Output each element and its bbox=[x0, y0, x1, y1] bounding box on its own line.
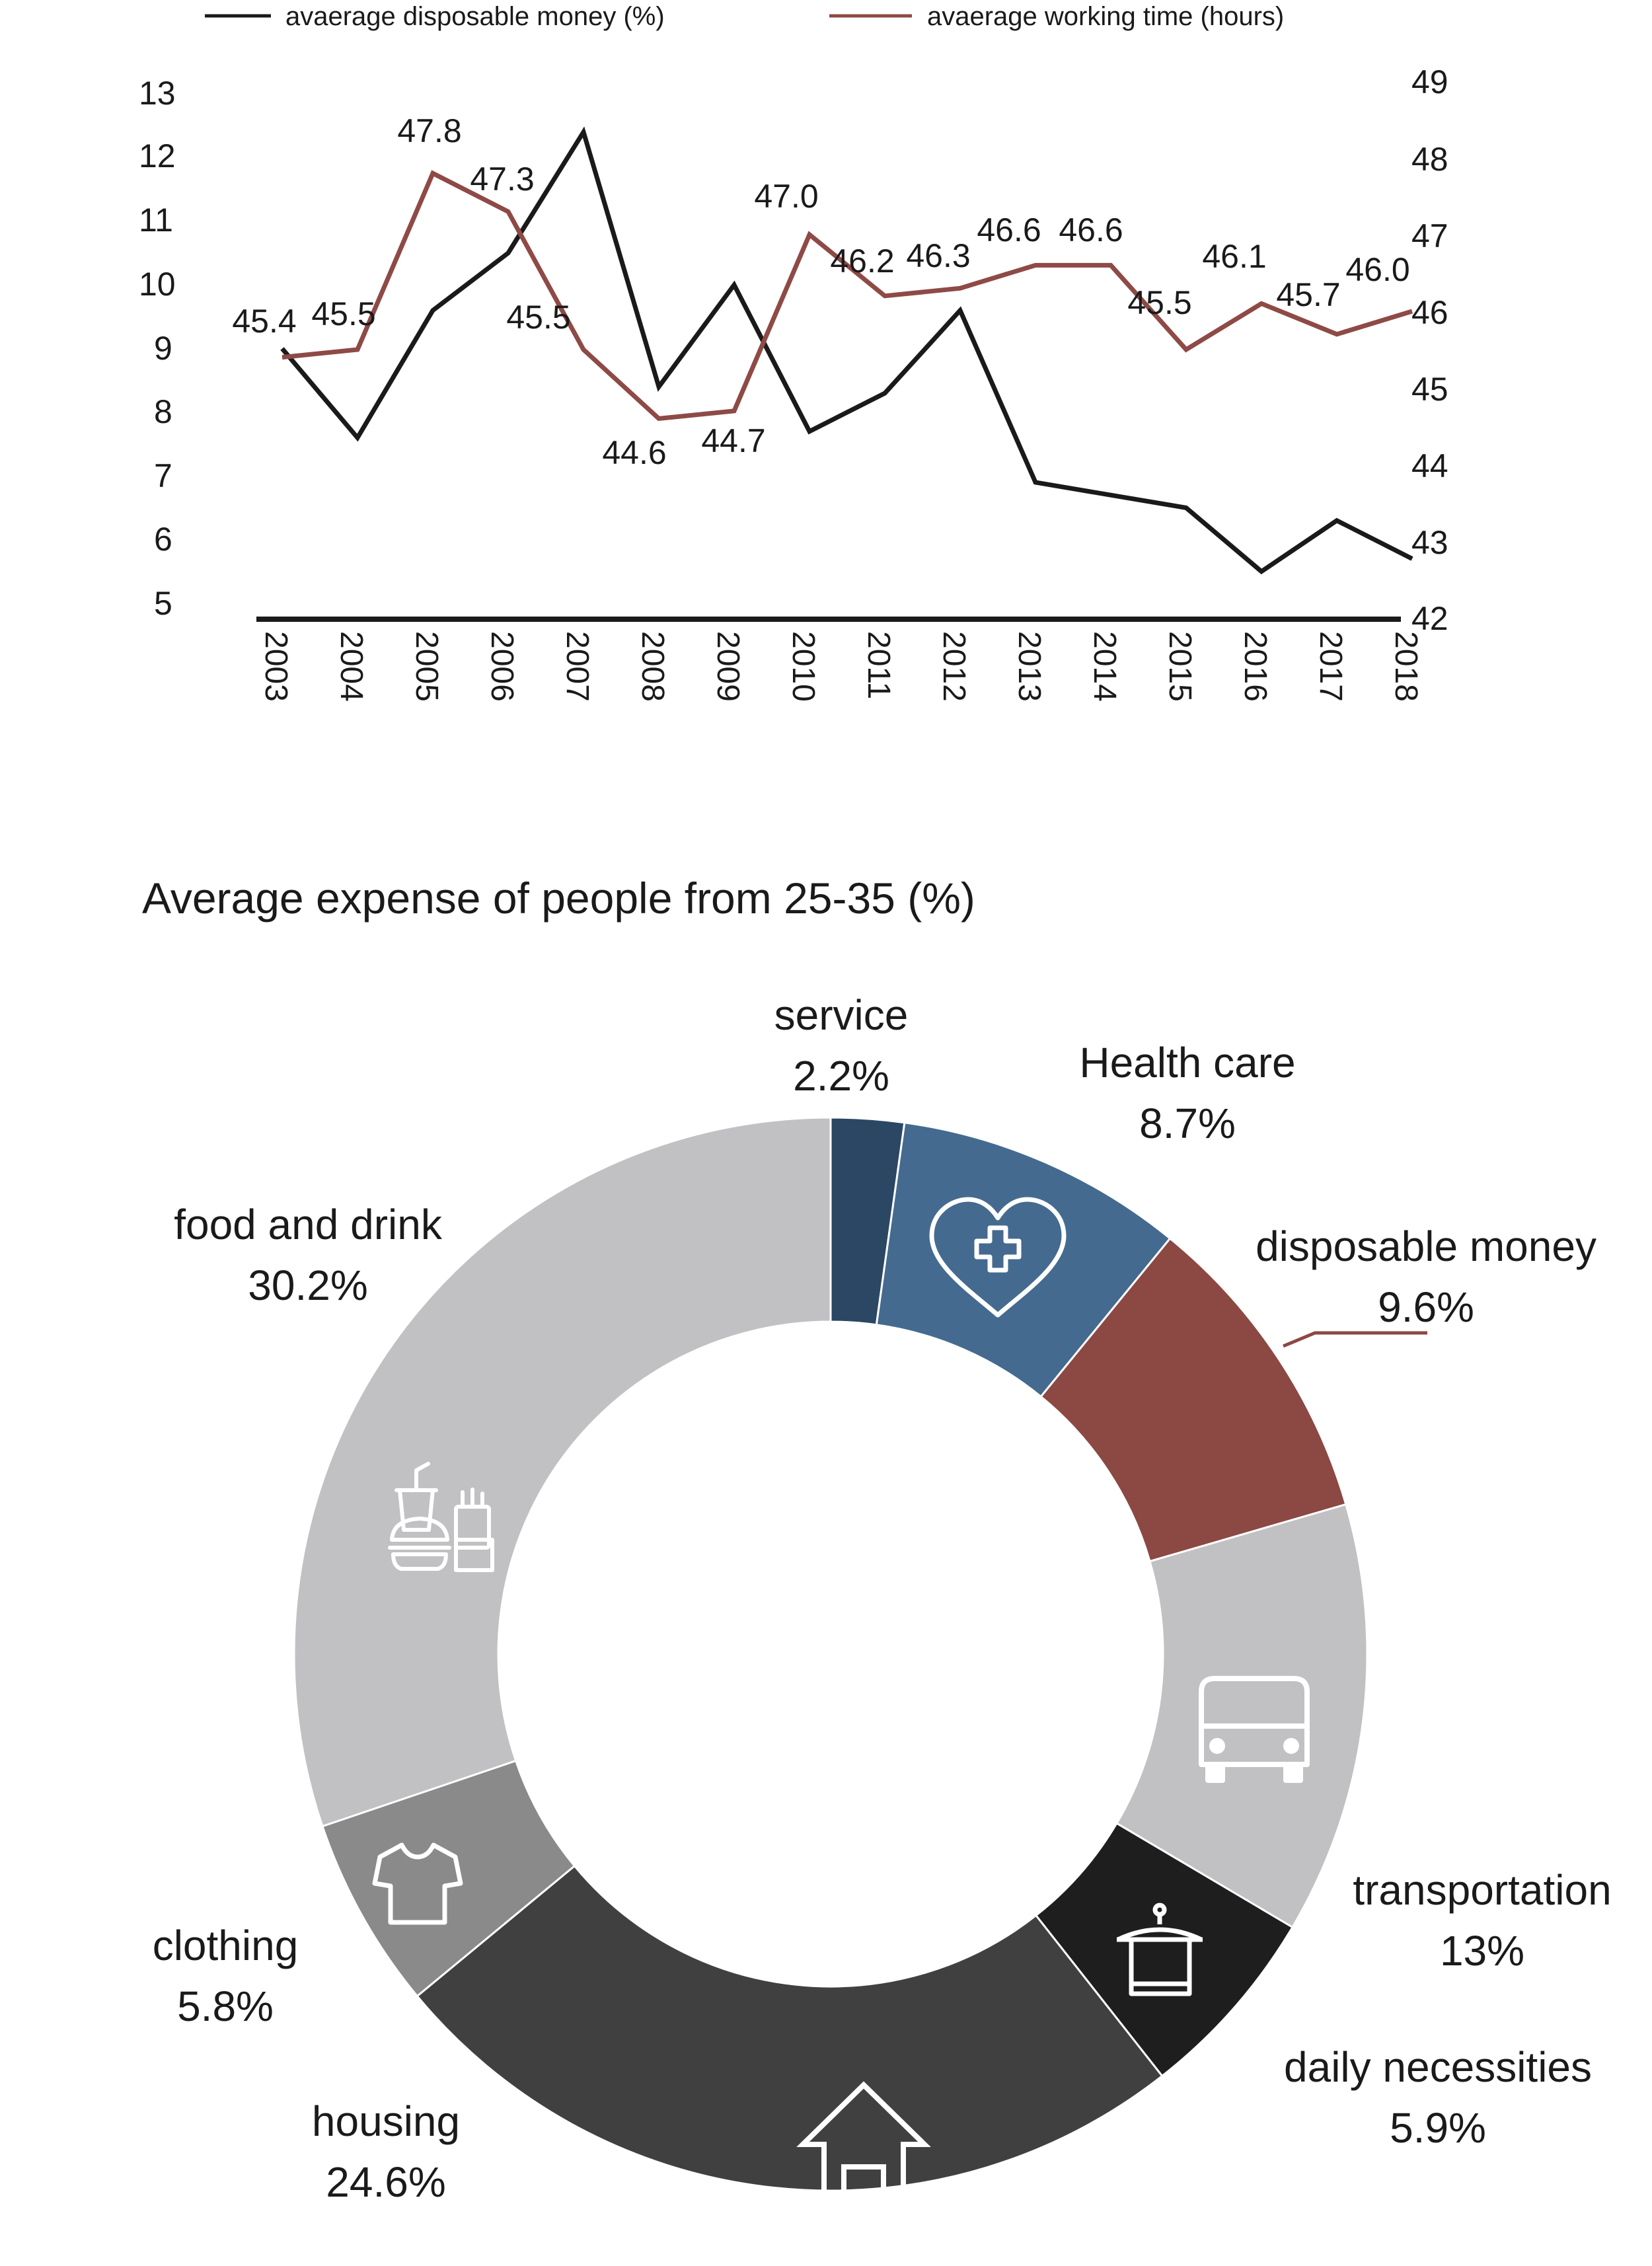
x-tick: 2013 bbox=[1012, 631, 1047, 702]
slice-value-health-care: 8.7% bbox=[1139, 1100, 1236, 1147]
x-tick: 2017 bbox=[1313, 631, 1348, 702]
slice-label-disposable-money: disposable money bbox=[1256, 1223, 1596, 1270]
donut-slice-housing bbox=[416, 1864, 1164, 2192]
data-label: 46.6 bbox=[1059, 211, 1123, 248]
x-tick: 2008 bbox=[635, 631, 670, 702]
data-label: 46.2 bbox=[830, 243, 894, 280]
slice-labels: service 2.2% Health care 8.7% disposable… bbox=[153, 991, 1612, 2206]
legend-label-disposable: avaerage disposable money (%) bbox=[285, 2, 665, 31]
series-line-working-time bbox=[282, 170, 1413, 422]
x-tick: 2004 bbox=[334, 631, 369, 702]
data-label: 46.0 bbox=[1345, 251, 1409, 288]
slice-label-food-and-drink: food and drink bbox=[174, 1201, 443, 1248]
slice-label-service: service bbox=[774, 991, 909, 1039]
data-label: 45.5 bbox=[506, 299, 570, 336]
data-label: 46.6 bbox=[977, 211, 1041, 248]
slice-value-daily-necessities: 5.9% bbox=[1390, 2104, 1486, 2152]
x-tick: 2005 bbox=[409, 631, 444, 702]
donut-slices bbox=[293, 1116, 1369, 2192]
slice-label-daily-necessities: daily necessities bbox=[1284, 2043, 1592, 2091]
right-tick: 46 bbox=[1411, 294, 1448, 331]
donut-title: Average expense of people from 25-35 (%) bbox=[142, 874, 975, 923]
data-label: 46.3 bbox=[906, 237, 970, 274]
x-tick: 2006 bbox=[484, 631, 519, 702]
working-time-data-labels: 45.4 45.5 47.8 47.3 45.5 44.6 44.7 47.0 … bbox=[232, 112, 1409, 471]
data-label: 45.4 bbox=[232, 303, 296, 340]
x-tick: 2016 bbox=[1238, 631, 1273, 702]
towel-icon bbox=[1117, 1903, 1203, 1996]
right-tick: 45 bbox=[1411, 371, 1448, 408]
line-chart: avaerage disposable money (%) avaerage w… bbox=[139, 2, 1448, 702]
chart-legend: avaerage disposable money (%) avaerage w… bbox=[205, 2, 1284, 31]
x-tick: 2011 bbox=[861, 631, 896, 699]
tshirt-icon bbox=[372, 1842, 463, 1925]
left-tick: 6 bbox=[154, 521, 172, 558]
heart-plus-icon bbox=[929, 1197, 1067, 1318]
data-label: 44.6 bbox=[602, 434, 666, 471]
x-tick: 2003 bbox=[258, 631, 293, 702]
slice-value-clothing: 5.8% bbox=[177, 1983, 274, 2030]
slice-label-housing: housing bbox=[312, 2097, 460, 2145]
data-label: 46.1 bbox=[1202, 238, 1266, 275]
left-tick: 8 bbox=[154, 393, 172, 430]
data-label: 47.8 bbox=[397, 112, 461, 149]
right-tick: 49 bbox=[1411, 63, 1448, 100]
data-label: 45.7 bbox=[1276, 276, 1340, 313]
bus-icon bbox=[1199, 1676, 1310, 1783]
left-tick: 5 bbox=[154, 585, 172, 622]
slice-value-service: 2.2% bbox=[793, 1052, 889, 1100]
data-label: 47.0 bbox=[754, 178, 818, 215]
data-label: 47.3 bbox=[470, 161, 534, 198]
slice-label-transportation: transportation bbox=[1353, 1866, 1611, 1914]
slice-value-housing: 24.6% bbox=[326, 2158, 445, 2206]
x-tick: 2007 bbox=[560, 631, 595, 702]
slice-value-food-and-drink: 30.2% bbox=[248, 1262, 367, 1309]
left-tick: 12 bbox=[139, 137, 176, 174]
legend-label-working: avaerage working time (hours) bbox=[927, 2, 1284, 31]
data-label: 44.7 bbox=[701, 422, 765, 459]
data-label: 45.5 bbox=[1127, 284, 1191, 321]
left-axis: 13 12 11 10 9 8 7 6 5 bbox=[139, 75, 176, 622]
fast-food-icon bbox=[388, 1462, 494, 1572]
donut-chart: Average expense of people from 25-35 (%)… bbox=[142, 874, 1612, 2206]
left-tick: 7 bbox=[154, 457, 172, 494]
left-tick: 9 bbox=[154, 330, 172, 367]
data-label: 45.5 bbox=[311, 295, 375, 332]
slice-value-transportation: 13% bbox=[1440, 1927, 1524, 1975]
x-tick: 2018 bbox=[1388, 631, 1423, 702]
series-line-disposable-money bbox=[280, 126, 1413, 575]
slice-label-clothing: clothing bbox=[153, 1922, 299, 1969]
house-icon bbox=[796, 2081, 931, 2201]
x-axis: 2003 2004 2005 2006 2007 2008 2009 2010 … bbox=[258, 631, 1423, 702]
x-tick: 2009 bbox=[710, 631, 745, 702]
donut-slice-food-and-drink bbox=[293, 1116, 832, 1828]
x-tick: 2012 bbox=[936, 631, 971, 702]
right-tick: 43 bbox=[1411, 524, 1448, 561]
right-tick: 47 bbox=[1411, 217, 1448, 254]
left-tick: 10 bbox=[139, 266, 176, 303]
left-tick: 13 bbox=[139, 75, 176, 112]
right-tick: 42 bbox=[1411, 600, 1448, 637]
disposable-money-leader-line bbox=[1283, 1331, 1427, 1348]
right-axis: 49 48 47 46 45 44 43 42 bbox=[1411, 63, 1448, 637]
right-tick: 44 bbox=[1411, 447, 1448, 484]
slice-value-disposable-money: 9.6% bbox=[1378, 1283, 1474, 1331]
left-tick: 11 bbox=[139, 202, 173, 239]
x-tick: 2014 bbox=[1087, 631, 1122, 702]
slice-label-health-care: Health care bbox=[1079, 1039, 1295, 1086]
donut-slice-transportation bbox=[1115, 1503, 1369, 1929]
x-tick: 2010 bbox=[786, 631, 821, 702]
x-tick: 2015 bbox=[1162, 631, 1197, 702]
right-tick: 48 bbox=[1411, 141, 1448, 178]
